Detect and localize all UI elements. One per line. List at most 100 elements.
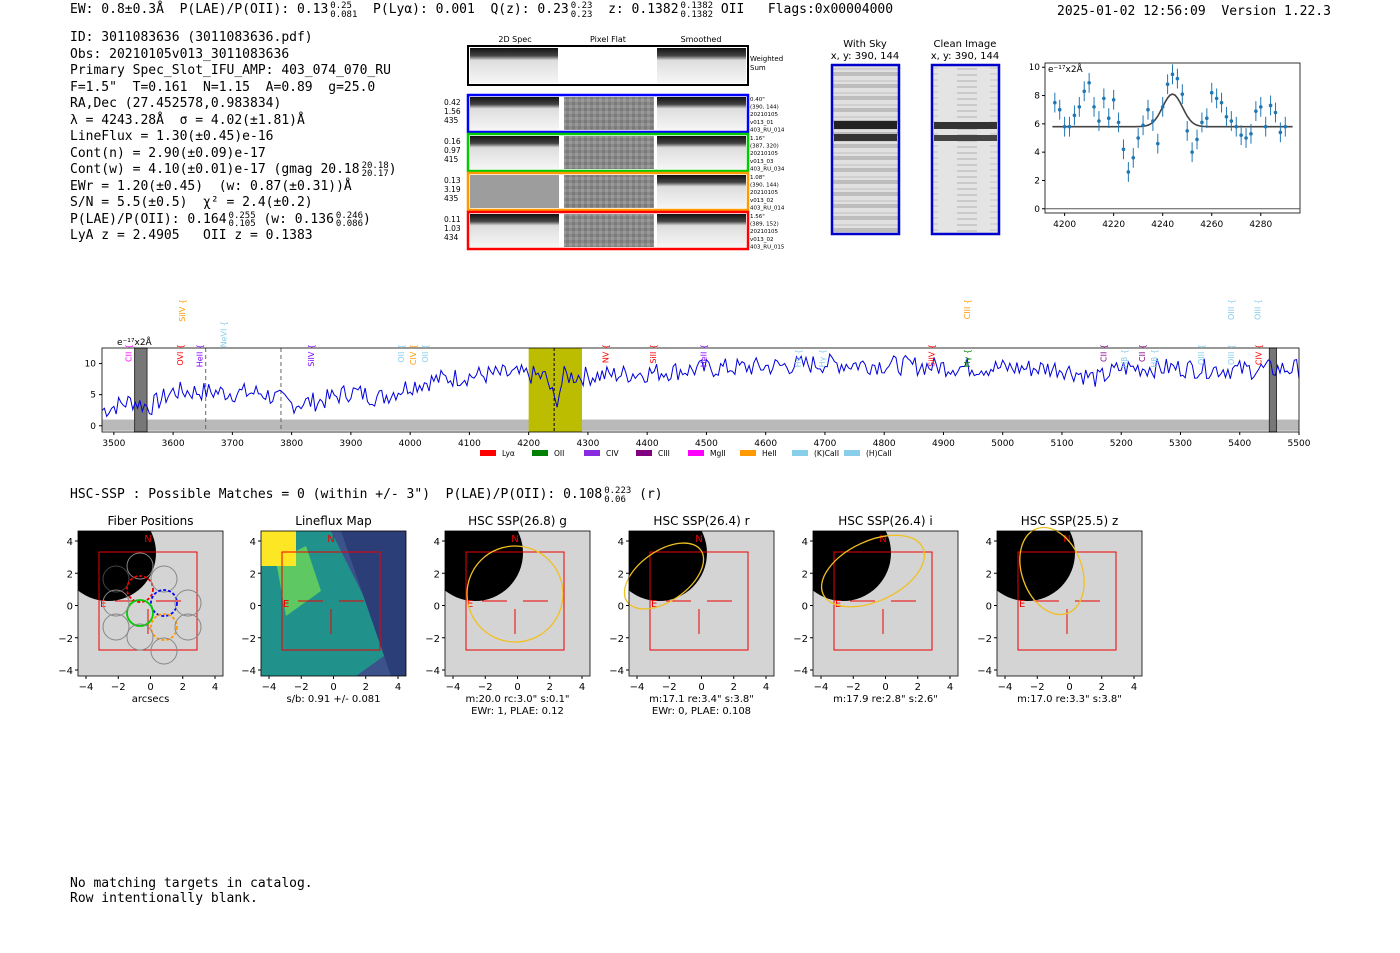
imaging-panel: HSC SSP(26.8) g N E −4 4 −2 2 0 0 2 −2 4 −4 m:20.0 rc… [425,514,591,717]
aperture-box [649,551,749,651]
header-plae: P(LAE)/P(OII): 0.13 [179,2,329,17]
zoom-xtick-label: 4200 [1053,220,1076,230]
legend-swatch [532,450,548,456]
compass-east: E [1019,599,1025,610]
spectral-line-label: CIII { [963,299,972,319]
panel-sublabel: EWr: 1, PLAE: 0.12 [471,706,564,717]
source-ellipse [466,545,564,643]
zoom-data-point [1155,141,1160,146]
spectrum-line [101,352,1300,418]
fiber-circle [102,565,130,593]
with-sky-title: With Sky [843,39,887,50]
legend-label: Lyα [502,449,515,458]
zoom-ytick-label: 10 [1030,63,1040,73]
spectral-line-label: SiIV { [928,344,937,367]
cutout-2d-spec [470,97,559,130]
cutout-pixel-flat [564,175,654,208]
zoom-data-point [1126,170,1131,174]
panel-ytick-label: −4 [241,666,256,677]
zoom-data-point [1175,76,1180,81]
panel-xtick-label: 2 [915,682,921,693]
spectral-line-label: OIII { [1197,344,1206,365]
panel-ytick-label: 2 [618,569,624,580]
col-label-smoothed: Smoothed [681,35,722,44]
catalog-footer: No matching targets in catalog. Row inten… [70,876,313,906]
cutout-row-stat: 1.56 [444,107,461,116]
cutout-pixel-flat [564,214,654,247]
spectra-cutouts: 2D Spec Pixel Flat Smoothed Weighted Sum… [444,35,785,250]
zoom-data-point [1283,124,1288,129]
line-highlight-band [528,348,582,432]
aperture-box [281,551,381,651]
cutout-row-stat: 415 [444,155,459,164]
panel-xtick-label: −4 [630,682,645,693]
spectral-line-label: Hγ { [794,349,803,367]
fiber-circle [174,589,202,617]
panel-xtick-label: 2 [731,682,737,693]
zoom-data-point [1151,119,1155,123]
spectral-line-label: HeII { [699,344,708,367]
zoom-data-point [1165,82,1170,87]
fiber-circle [126,552,154,580]
spectrum-xtick-label: 5200 [1110,439,1133,449]
panel-ytick-label: −4 [793,666,808,677]
spectrum-ytick-label: 5 [90,391,96,401]
panel-title: Fiber Positions [107,514,193,528]
zoom-data-point [1067,124,1072,129]
panel-xtick-label: −4 [446,682,461,693]
legend-label: OII [554,449,564,458]
compass-north: N [511,534,518,545]
panel-xtick-label: 2 [363,682,369,693]
legend-swatch [584,450,600,456]
panel-image [813,531,958,676]
spectrum-xtick-label: 4500 [695,439,718,449]
bright-source [813,531,891,601]
zoom-data-point [1072,113,1077,118]
clean-image-title: Clean Image [934,39,997,50]
zoom-data-point [1229,119,1234,123]
zoom-data-point [1205,116,1209,120]
zoom-data-point [1102,96,1106,101]
bright-source [629,531,707,601]
weighted-sum-spec [470,48,558,83]
spectrum-xtick-label: 5300 [1169,439,1192,449]
emission-line-zoom-chart: 0 2 4 6 8 10 4200 4220 4240 4260 4280 e⁻¹⁷x2Å [1030,62,1301,230]
zoom-data-point [1146,107,1150,112]
zoom-data-point [1239,133,1243,137]
zoom-data-point [1258,105,1263,109]
panel-xtick-label: 4 [395,682,401,693]
panel-image [629,531,774,676]
lineflux-peak [261,531,296,566]
compass-east: E [651,599,657,610]
cutout-row-meta: 20210105 [750,151,778,157]
spectral-line-label: SiII { [649,344,658,364]
imaging-panel: HSC SSP(26.4) i N E −4 4 −2 2 0 0 2 −2 4 −4 m:17.9 re… [793,514,959,705]
panel-title: Lineflux Map [295,514,371,528]
fiber-circle [102,613,130,641]
panel-xtick-label: 0 [147,682,153,693]
panel-ytick-label: −2 [241,634,256,645]
spectrum-xtick-label: 4800 [873,439,896,449]
zoom-data-point [1200,120,1204,125]
panel-ytick-label: −4 [977,666,992,677]
spectral-line-label: CII { [1138,344,1147,362]
panel-xtick-label: −2 [1030,682,1045,693]
with-sky-xy: x, y: 390, 144 [831,51,900,62]
panel-ytick-label: −4 [425,666,440,677]
legend-label: CIII [658,449,670,458]
zoom-fit-curve [1052,93,1293,128]
zoom-data-point [1170,72,1175,77]
imaging-panels: Fiber Positions N E −4 4 −2 2 0 0 2 −2 4 −4 arcsecs Li… [58,514,1143,717]
spectrum-xtick-label: 3500 [102,439,125,449]
cutout-row-meta: 403_RU_014 [750,127,785,133]
spectrum-xtick-label: 3900 [339,439,362,449]
info-id: ID: 3011083636 (3011083636.pdf) [70,30,313,45]
panel-ytick-label: 4 [434,537,440,548]
zoom-data-point [1273,110,1278,115]
spectral-line-label: Hγ { [818,349,827,367]
header-summary: EW: 0.8±0.3Å P(LAE)/P(OII): 0.13 0.25 0.08… [70,1,894,20]
fiber-images: With Sky x, y: 390, 144 Clean Image x, y… [831,39,1001,236]
fiber-circle [150,565,178,593]
info-sn: S/N = 5.5(±0.5) χ² = 2.4(±0.2) [70,195,313,210]
